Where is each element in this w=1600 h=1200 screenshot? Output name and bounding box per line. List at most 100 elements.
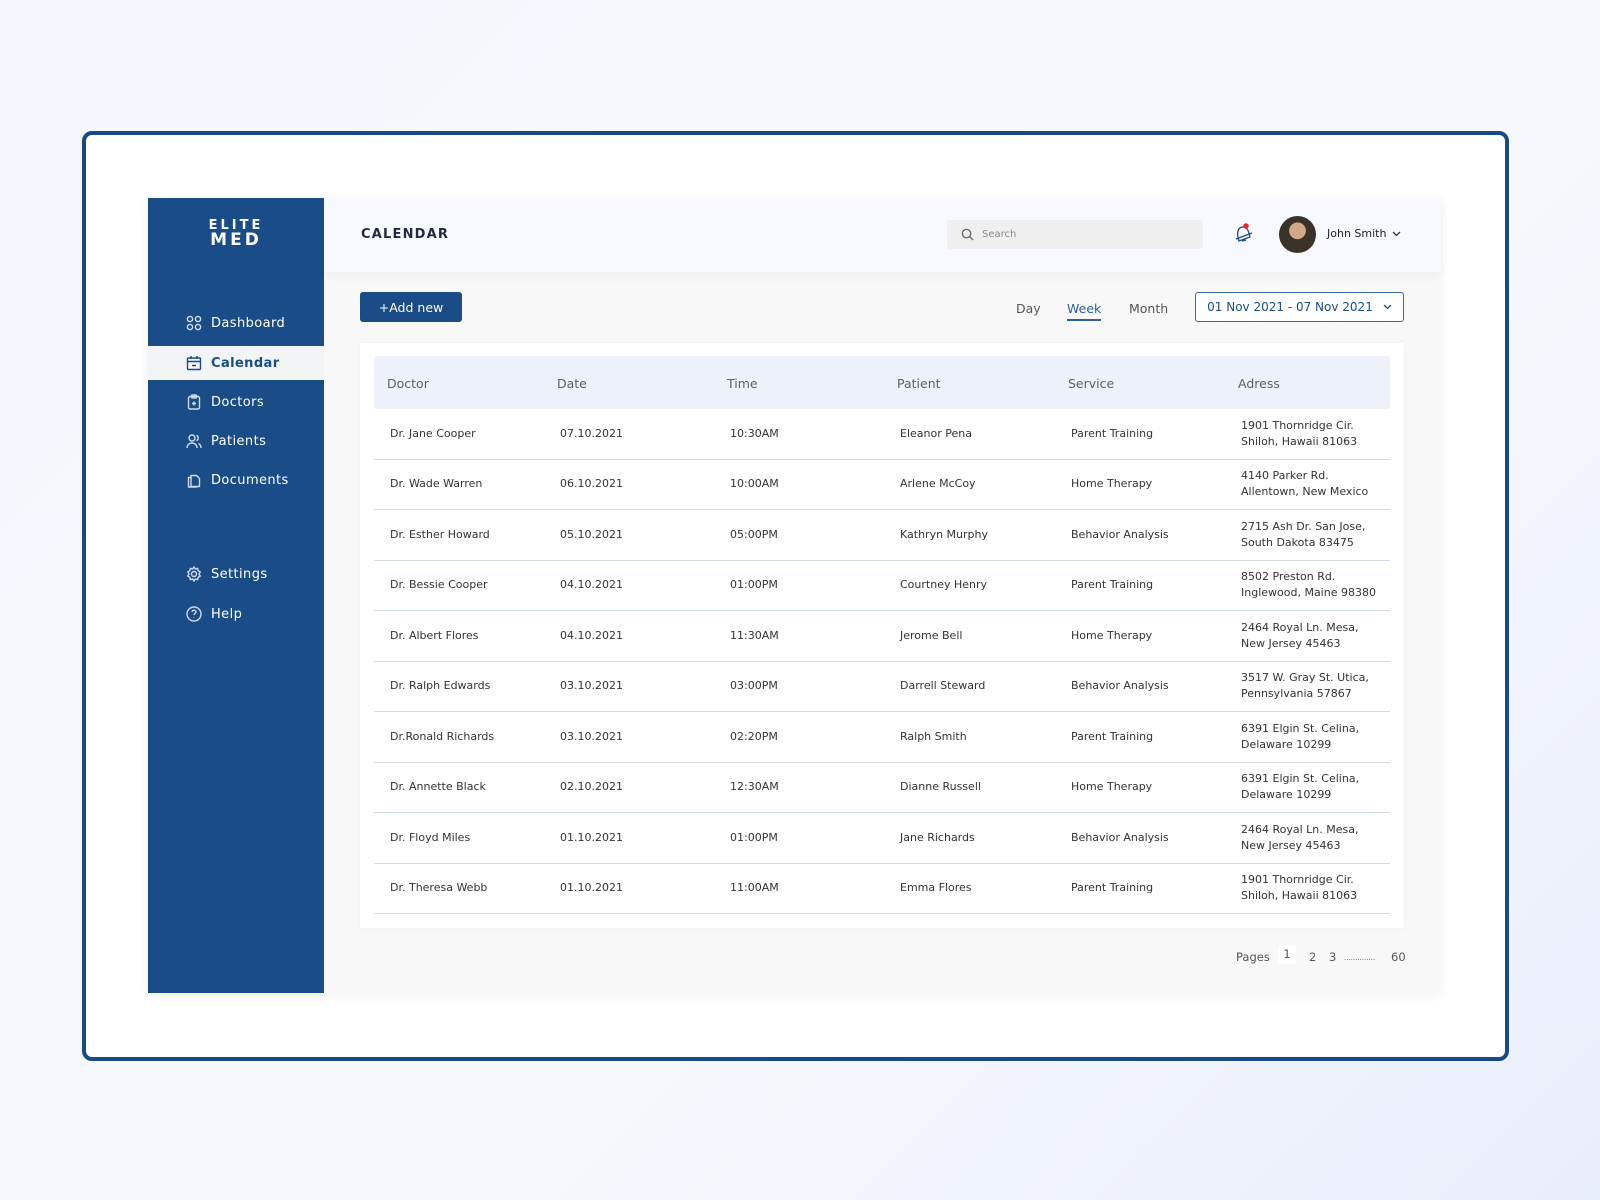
column-header-service: Service: [1068, 376, 1115, 391]
date-range-select[interactable]: 01 Nov 2021 - 07 Nov 2021: [1195, 292, 1404, 322]
chevron-down-icon: [1392, 231, 1401, 236]
avatar[interactable]: [1279, 216, 1316, 253]
service-cell: Parent Training: [1071, 881, 1154, 895]
table-row[interactable]: Dr. Theresa Webb 01.10.2021 11:00AM Emma Fl…: [374, 864, 1390, 914]
address-line: 2715 Ash Dr. San Jose,: [1241, 519, 1366, 533]
sidebar-item-calendar[interactable]: Calendar: [148, 346, 324, 380]
time-cell: 01:00PM: [730, 830, 778, 844]
doctor-cell: Dr. Floyd Miles: [390, 830, 471, 844]
doctor-cell: Dr. Annette Black: [390, 780, 486, 794]
sidebar-item-settings[interactable]: Settings: [148, 557, 324, 591]
calendar-icon: [186, 356, 202, 371]
sidebar-item-help[interactable]: Help: [148, 597, 324, 631]
address-line: 4140 Parker Rd.: [1241, 469, 1329, 483]
address-line: 3517 W. Gray St. Utica,: [1241, 671, 1369, 685]
doctor-cell: Dr. Jane Cooper: [390, 426, 476, 440]
sidebar-item-label: Help: [211, 606, 243, 622]
table-row[interactable]: Dr. Ralph Edwards 03.10.2021 03:00PM Darrel…: [374, 662, 1390, 712]
service-cell: Parent Training: [1071, 729, 1154, 743]
add-new-button[interactable]: +Add new: [360, 292, 462, 322]
users-icon: [186, 434, 202, 449]
sidebar-item-patients[interactable]: Patients: [148, 424, 324, 458]
table-row[interactable]: Dr. Albert Flores 04.10.2021 11:30AM Jerome…: [374, 611, 1390, 662]
table-row[interactable]: Dr. Esther Howard 05.10.2021 05:00PM Kathry…: [374, 510, 1390, 561]
sidebar-item-dashboard[interactable]: Dashboard: [148, 306, 324, 340]
address-line: Shiloh, Hawaii 81063: [1241, 889, 1358, 903]
table-row[interactable]: Dr. Bessie Cooper 04.10.2021 01:00PM Courtn…: [374, 561, 1390, 611]
column-header-patient: Patient: [897, 376, 941, 391]
page-title: CALENDAR: [361, 227, 450, 242]
address-line: 8502 Preston Rd.: [1241, 570, 1336, 584]
time-cell: 10:00AM: [730, 477, 779, 491]
date-cell: 02.10.2021: [560, 780, 623, 794]
address-line: 6391 Elgin St. Celina,: [1241, 721, 1360, 735]
patient-cell: Courtney Henry: [900, 578, 988, 592]
address-cell: 3517 W. Gray St. Utica, Pennsylvania 5786…: [1241, 670, 1369, 702]
user-name: John Smith: [1327, 227, 1387, 240]
date-range-value: 01 Nov 2021 - 07 Nov 2021: [1207, 300, 1373, 314]
address-line: South Dakota 83475: [1241, 535, 1354, 549]
date-cell: 03.10.2021: [560, 679, 623, 693]
date-cell: 07.10.2021: [560, 426, 623, 440]
app-window: ELITE MED Dashboard Calendar Doctors Pati…: [148, 198, 1441, 993]
date-cell: 05.10.2021: [560, 527, 623, 541]
patient-cell: Eleanor Pena: [900, 426, 972, 440]
patient-cell: Arlene McCoy: [900, 477, 976, 491]
sidebar-item-doctors[interactable]: Doctors: [148, 385, 324, 419]
date-cell: 03.10.2021: [560, 729, 623, 743]
patient-cell: Kathryn Murphy: [900, 527, 988, 541]
pages-label: Pages: [1236, 950, 1270, 964]
page-last-button[interactable]: 60: [1391, 950, 1406, 964]
table-row[interactable]: Dr. Jane Cooper 07.10.2021 10:30AM Eleanor …: [374, 409, 1390, 460]
time-cell: 05:00PM: [730, 527, 778, 541]
address-cell: 1901 Thornridge Cir. Shiloh, Hawaii 81063: [1241, 872, 1357, 904]
tab-month[interactable]: Month: [1129, 301, 1169, 316]
search-placeholder: Search: [982, 229, 1017, 240]
patient-cell: Darrell Steward: [900, 679, 986, 693]
page-2-button[interactable]: 2: [1309, 950, 1317, 964]
address-cell: 8502 Preston Rd. Inglewood, Maine 98380: [1241, 569, 1376, 601]
service-cell: Parent Training: [1071, 578, 1154, 592]
clipboard-icon: [187, 394, 201, 410]
address-cell: 2715 Ash Dr. San Jose, South Dakota 83475: [1241, 519, 1365, 551]
time-cell: 02:20PM: [730, 729, 778, 743]
grid-icon: [186, 315, 202, 331]
table-row[interactable]: Dr. Wade Warren 06.10.2021 10:00AM Arlene M…: [374, 460, 1390, 510]
patient-cell: Dianne Russell: [900, 780, 981, 794]
date-cell: 01.10.2021: [560, 881, 623, 895]
address-line: Pennsylvania 57867: [1241, 687, 1352, 701]
sidebar-item-documents[interactable]: Documents: [148, 463, 324, 497]
address-line: New Jersey 45463: [1241, 838, 1341, 852]
table-row[interactable]: Dr.Ronald Richards 03.10.2021 02:20PM Ralph…: [374, 712, 1390, 763]
sidebar-item-label: Dashboard: [211, 315, 286, 331]
doctor-cell: Dr.Ronald Richards: [390, 729, 495, 743]
search-input[interactable]: Search: [947, 220, 1203, 249]
pages-ellipsis: ..............: [1344, 954, 1376, 962]
user-menu[interactable]: John Smith: [1327, 227, 1401, 240]
sidebar-item-label: Doctors: [211, 394, 265, 410]
page-1-button[interactable]: 1: [1278, 945, 1296, 964]
doctor-cell: Dr. Albert Flores: [390, 628, 479, 642]
time-cell: 11:30AM: [730, 628, 779, 642]
sidebar: ELITE MED Dashboard Calendar Doctors Pati…: [148, 198, 324, 993]
table-row[interactable]: Dr. Annette Black 02.10.2021 12:30AM Dianne…: [374, 763, 1390, 813]
time-cell: 12:30AM: [730, 780, 779, 794]
service-cell: Parent Training: [1071, 426, 1154, 440]
doctor-cell: Dr. Bessie Cooper: [390, 578, 488, 592]
appointments-table: Doctor Date Time Patient Service Adress Dr. J…: [360, 343, 1404, 928]
service-cell: Home Therapy: [1071, 780, 1153, 794]
notification-bell-icon[interactable]: [1234, 222, 1254, 244]
service-cell: Behavior Analysis: [1071, 830, 1169, 844]
tab-week[interactable]: Week: [1067, 301, 1102, 321]
date-cell: 04.10.2021: [560, 628, 623, 642]
page-3-button[interactable]: 3: [1329, 950, 1337, 964]
service-cell: Home Therapy: [1071, 477, 1153, 491]
address-cell: 1901 Thornridge Cir. Shiloh, Hawaii 81063: [1241, 418, 1357, 450]
address-line: 2464 Royal Ln. Mesa,: [1241, 822, 1359, 836]
table-row[interactable]: Dr. Floyd Miles 01.10.2021 01:00PM Jane Ric…: [374, 813, 1390, 864]
tab-day[interactable]: Day: [1016, 301, 1041, 316]
column-header-date: Date: [557, 376, 587, 391]
chevron-down-icon: [1383, 304, 1392, 310]
gear-icon: [186, 566, 202, 582]
address-line: Delaware 10299: [1241, 788, 1332, 802]
